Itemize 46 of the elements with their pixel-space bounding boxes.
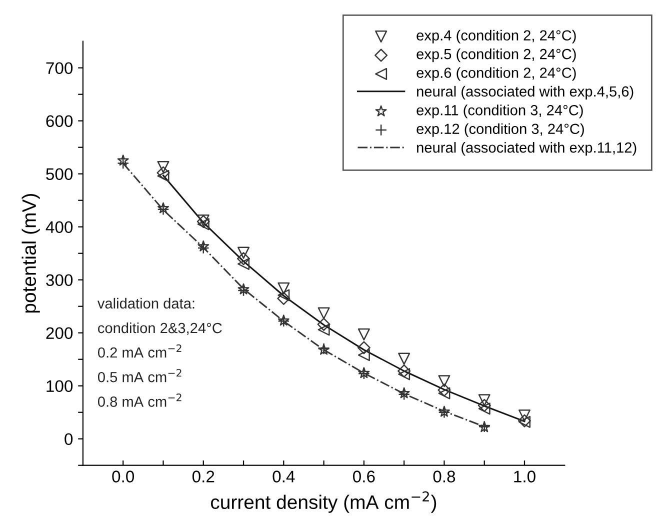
point [438,387,450,400]
legend-label: exp.4 (condition 2, 24°C) [416,30,576,44]
x-tick-label: 0.2 [192,470,214,482]
y-tick-label: 100 [46,380,73,392]
point [478,394,490,406]
x-tick-label: 1.0 [514,470,536,482]
x-tick-label: 0.0 [112,470,134,482]
y-tick-label: 400 [46,221,73,234]
point [438,375,450,388]
y-tick-label: 500 [46,168,73,180]
point [278,282,290,294]
annotation: 0.5 mA cm$^{−2}$ [98,368,182,382]
point [278,289,290,302]
point [478,402,490,415]
point [318,324,330,336]
point [157,160,170,173]
annotation: 0.2 mA cm$^{−2}$ [98,344,182,358]
point [238,258,250,270]
annotation: condition 2&3,24°C [98,322,222,335]
legend-label: exp.6 (condition 2, 24°C) [416,67,576,81]
y-axis-title: potential (mV) [22,194,40,313]
point [358,328,370,340]
point [518,410,530,422]
point [238,246,250,259]
legend-label: neural (associated with exp.4,5,6) [417,86,634,100]
y-tick-label: 700 [46,62,73,74]
point [398,352,410,365]
y-tick-label: 600 [46,115,73,128]
x-tick-label: 0.4 [272,470,295,482]
legend-label: exp.12 (condition 3, 24°C) [416,123,584,137]
y-tick-label: 200 [46,327,73,340]
point [358,349,370,362]
point [197,218,210,230]
x-tick-label: 0.8 [433,470,456,482]
y-tick-label: 0 [64,433,73,446]
legend-label: neural (associated with exp.11,12) [417,142,636,156]
legend-label: exp.5 (condition 2, 24°C) [416,48,576,62]
x-tick-label: 0.6 [353,470,375,482]
legend-label: exp.11 (condition 3, 24°C) [416,104,583,118]
annotation: 0.8 mA cm$^{−2}$ [98,394,182,407]
annotation: validation data: [97,298,194,309]
point [398,368,410,380]
point [157,170,170,182]
x-axis-title: current density (mA cm$^{−2}$) [210,491,436,513]
y-tick-label: 300 [46,274,73,286]
point [318,307,330,320]
